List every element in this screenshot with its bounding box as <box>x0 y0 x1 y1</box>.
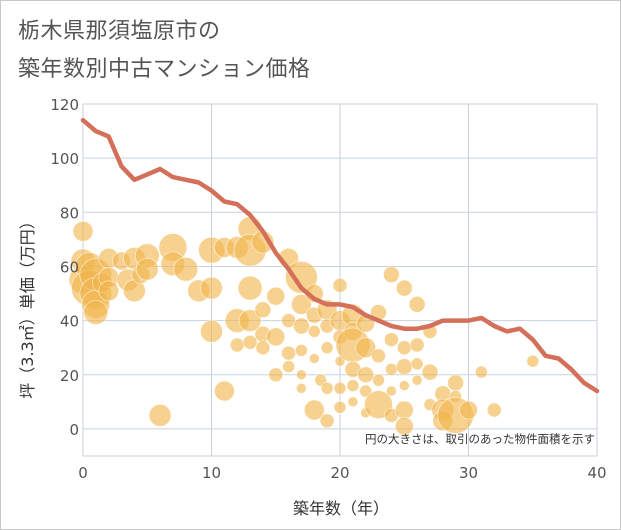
bubble-point <box>383 332 399 348</box>
chart-title-line-2: 築年数別中古マンション価格 <box>18 57 311 82</box>
bubble-point <box>284 260 318 294</box>
bubble-point <box>333 400 347 414</box>
x-tick-label: 10 <box>202 464 221 482</box>
bubble-point <box>266 327 286 347</box>
bubble-point <box>72 220 94 242</box>
bubble-point <box>255 340 271 356</box>
x-axis-label: 築年数（年） <box>293 499 389 518</box>
bubble-point <box>135 257 159 281</box>
trend-line-series <box>80 117 600 394</box>
bubble-point <box>526 354 540 368</box>
y-axis-label: 坪（3.3㎡）単価（万円） <box>18 213 37 398</box>
bubble-point <box>173 256 199 282</box>
y-tick-label: 100 <box>50 150 79 168</box>
bubble-point <box>396 340 412 356</box>
bubble-point <box>385 385 397 397</box>
bubble-point <box>347 396 359 408</box>
bubble-point <box>229 337 245 353</box>
chart-title: 栃木県那須塩原市の 築年数別中古マンション価格 <box>18 13 311 89</box>
bubble-point <box>346 379 360 393</box>
bubble-point <box>268 367 284 383</box>
bubble-point <box>394 416 414 436</box>
bubble-point <box>395 279 413 297</box>
bubble-point <box>395 358 413 376</box>
bubble-point <box>409 337 425 353</box>
bubble-point <box>266 286 286 306</box>
bubble-point <box>254 301 272 319</box>
trend-line <box>80 117 600 394</box>
bubble-point <box>148 403 172 427</box>
bubble-point <box>408 295 426 313</box>
bubble-point <box>308 353 320 364</box>
bubble-point <box>371 348 386 364</box>
bubble-point <box>320 341 334 355</box>
bubble-point <box>332 277 348 293</box>
bubble-point <box>83 300 109 325</box>
bubble-point <box>295 369 307 381</box>
bubble-point <box>294 343 308 357</box>
bubble-point <box>213 380 235 402</box>
grid-lines <box>82 103 598 457</box>
x-tick-label: 40 <box>587 464 606 482</box>
bubble-point <box>333 381 347 395</box>
x-tick-label: 30 <box>459 464 478 482</box>
size-note: 円の大きさは、取引のあった物件面積を示す <box>365 432 595 446</box>
bubble-point <box>398 380 410 392</box>
bubble-point <box>98 280 120 302</box>
bubble-point <box>200 319 223 343</box>
y-tick-label: 120 <box>50 96 79 114</box>
bubble-point <box>295 382 307 394</box>
bubble-point <box>474 365 488 379</box>
bubble-point <box>307 324 321 338</box>
bubble-point <box>290 293 312 315</box>
bubble-point <box>303 399 325 421</box>
bubble-point <box>320 381 334 395</box>
bubble-point <box>242 334 258 350</box>
y-tick-label: 0 <box>69 421 79 439</box>
bubble-point <box>237 275 263 301</box>
bubble-point <box>357 366 375 384</box>
bubble-point <box>281 345 297 361</box>
bubble-point <box>447 374 465 392</box>
bubble-point <box>319 413 335 429</box>
bubble-point <box>238 309 262 333</box>
bubble-point <box>410 357 424 371</box>
chart-title-line-1: 栃木県那須塩原市の <box>18 19 221 44</box>
bubble-point <box>359 384 373 398</box>
bubble-point <box>382 266 400 284</box>
bubble-point <box>486 402 502 418</box>
bubble-point <box>200 276 223 300</box>
bubble-point <box>355 337 377 359</box>
x-tick-label: 0 <box>78 464 88 482</box>
bubble-point <box>292 317 310 335</box>
bubble-point <box>372 373 385 387</box>
x-tick-label: 20 <box>330 464 349 482</box>
bubble-point <box>459 400 478 420</box>
bubble-point <box>384 362 398 376</box>
bubble-point <box>421 363 439 381</box>
bubble-point <box>394 400 414 420</box>
y-tick-label: 60 <box>60 258 79 276</box>
axis-ticks: 0 20 40 60 80 100 120 0 10 20 30 40 <box>50 96 606 482</box>
y-tick-label: 40 <box>60 313 79 331</box>
bubble-point <box>282 360 296 374</box>
bubble-point <box>411 374 423 386</box>
y-tick-label: 80 <box>60 204 79 222</box>
y-tick-label: 20 <box>60 367 79 385</box>
